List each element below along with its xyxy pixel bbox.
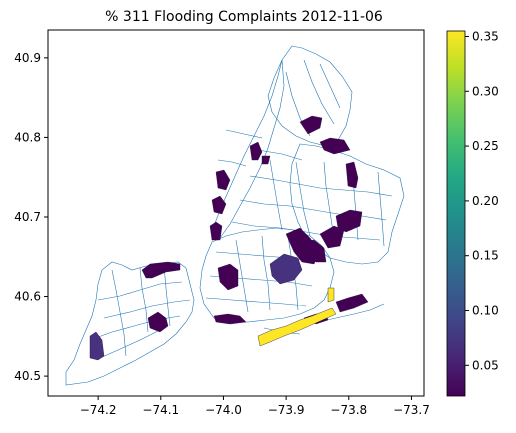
x-tick-label: −73.8 bbox=[330, 403, 367, 417]
region-upper-east bbox=[249, 141, 263, 161]
x-tick-label: −73.9 bbox=[268, 403, 305, 417]
choropleth-regions bbox=[89, 115, 369, 361]
colorbar-tick-label: 0.10 bbox=[472, 304, 499, 318]
colorbar-ticks: 0.05 0.10 0.15 0.20 0.25 0.30 0.35 bbox=[465, 29, 499, 372]
region-midtown bbox=[261, 155, 271, 165]
region-rockaway-east bbox=[335, 293, 369, 313]
y-tick-label: 40.9 bbox=[14, 51, 41, 65]
colorbar-tick-label: 0.25 bbox=[472, 139, 499, 153]
region-staten-southwest bbox=[89, 331, 105, 361]
x-tick-label: −74.2 bbox=[80, 403, 117, 417]
brooklyn-outline bbox=[199, 227, 335, 323]
colorbar: 0.05 0.10 0.15 0.20 0.25 0.30 0.35 bbox=[446, 29, 499, 397]
colorbar-tick-label: 0.30 bbox=[472, 84, 499, 98]
colorbar-gradient bbox=[446, 30, 466, 397]
y-tick-label: 40.5 bbox=[14, 369, 41, 383]
region-jamaica bbox=[335, 209, 363, 233]
region-queens-east bbox=[345, 161, 359, 189]
colorbar-tick-label: 0.35 bbox=[472, 29, 499, 43]
region-chelsea bbox=[215, 169, 231, 191]
region-breezy-point bbox=[257, 307, 337, 347]
chart-title: % 311 Flooding Complaints 2012-11-06 bbox=[105, 9, 383, 25]
x-tick-label: −74.0 bbox=[205, 403, 242, 417]
region-east-new-york bbox=[299, 239, 327, 263]
colorbar-tick-label: 0.20 bbox=[472, 194, 499, 208]
y-tick-label: 40.7 bbox=[14, 210, 41, 224]
city-tracts bbox=[199, 45, 405, 335]
y-axis-ticks: 40.5 40.6 40.7 40.8 40.9 bbox=[14, 51, 48, 383]
si-tract-line bbox=[89, 265, 191, 359]
map-panel: −74.2 −74.1 −74.0 −73.9 −73.8 −73.7 40.540.64… bbox=[14, 29, 430, 417]
region-bay-ridge bbox=[217, 263, 239, 291]
region-bronx-east bbox=[299, 115, 323, 135]
region-broad-channel bbox=[327, 287, 335, 303]
region-flatlands bbox=[269, 253, 303, 285]
region-red-hook bbox=[209, 221, 223, 241]
region-staten-central bbox=[147, 311, 169, 333]
region-staten-north bbox=[141, 261, 181, 279]
region-coney-island bbox=[213, 313, 247, 325]
y-tick-label: 40.6 bbox=[14, 290, 41, 304]
y-tick-label: 40.8 bbox=[14, 130, 41, 144]
colorbar-tick-label: 0.05 bbox=[472, 358, 499, 372]
region-lower-manhattan bbox=[211, 195, 227, 215]
colorbar-tick-label: 0.15 bbox=[472, 249, 499, 263]
x-axis-ticks: −74.2 −74.1 −74.0 −73.9 −73.8 −73.7 bbox=[80, 396, 430, 417]
queens-outline bbox=[289, 143, 405, 265]
region-jamaica-bay-west bbox=[319, 225, 345, 249]
x-tick-label: −73.7 bbox=[393, 403, 430, 417]
x-tick-label: −74.1 bbox=[142, 403, 179, 417]
region-bayside bbox=[319, 137, 351, 155]
